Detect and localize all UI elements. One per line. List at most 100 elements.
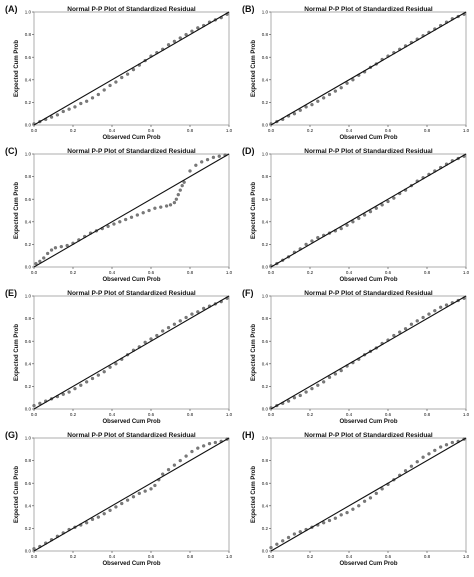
y-tick-label: 0.4: [25, 503, 32, 508]
x-tick-label: 0.8: [187, 412, 194, 417]
x-tick-label: 1.0: [463, 412, 470, 417]
data-point: [196, 310, 200, 314]
data-point: [96, 92, 100, 97]
x-axis-label: Observed Cum Prob: [102, 135, 160, 141]
pp-plot-panel: (F) Normal P-P Plot of Standardized Resid…: [242, 288, 470, 425]
x-axis-label: Observed Cum Prob: [102, 561, 160, 567]
y-tick-label: 0.0: [262, 265, 269, 270]
data-point: [67, 107, 71, 111]
x-tick-label: 0.2: [70, 270, 77, 275]
data-point: [135, 213, 140, 217]
data-point: [174, 197, 179, 201]
reference-line: [33, 437, 230, 552]
data-point: [166, 467, 171, 472]
data-point: [118, 220, 122, 224]
x-tick-label: 0.6: [148, 270, 155, 275]
panel-label: (A): [5, 4, 18, 14]
y-tick-label: 0.2: [262, 384, 269, 389]
data-point: [409, 322, 414, 326]
plot-title: Normal P-P Plot of Standardized Residual: [67, 432, 196, 439]
data-point: [438, 445, 443, 449]
data-point: [137, 491, 141, 496]
data-point: [155, 333, 159, 338]
y-tick-label: 0.0: [25, 123, 32, 128]
data-point: [73, 105, 77, 109]
y-tick-label: 1.0: [262, 152, 269, 157]
y-tick-label: 1.0: [25, 294, 32, 299]
x-tick-label: 0.6: [385, 554, 392, 559]
data-point: [153, 206, 157, 210]
x-tick-label: 1.0: [226, 128, 233, 133]
data-point: [159, 205, 163, 209]
plot-title: Normal P-P Plot of Standardized Residual: [304, 290, 433, 297]
x-tick-label: 0.6: [385, 412, 392, 417]
pp-plot-panel: (E) Normal P-P Plot of Standardized Resid…: [5, 288, 233, 425]
plot-title: Normal P-P Plot of Standardized Residual: [304, 148, 433, 155]
x-tick-label: 0.8: [424, 270, 431, 275]
reference-line: [270, 437, 467, 552]
data-point: [143, 489, 147, 493]
data-point: [153, 483, 157, 488]
data-point: [380, 203, 384, 207]
x-tick-label: 0.8: [187, 554, 194, 559]
data-point: [149, 487, 153, 491]
data-point: [275, 542, 279, 546]
data-point: [310, 103, 314, 107]
y-tick-label: 0.2: [25, 526, 32, 531]
y-tick-label: 0.8: [25, 316, 32, 321]
data-point: [178, 188, 182, 192]
y-axis-label: Expected Cum Prob: [251, 40, 257, 97]
y-tick-label: 0.2: [262, 100, 269, 105]
data-point: [281, 539, 285, 543]
data-point: [196, 446, 200, 450]
y-tick-label: 0.0: [25, 407, 32, 412]
y-tick-label: 0.6: [262, 55, 269, 60]
y-tick-label: 0.4: [262, 503, 269, 508]
x-tick-label: 1.0: [226, 554, 233, 559]
data-point: [166, 43, 171, 47]
data-point: [298, 530, 302, 534]
data-point: [345, 510, 349, 515]
y-tick-label: 0.8: [25, 458, 32, 463]
data-point: [112, 222, 116, 226]
data-point: [333, 516, 337, 520]
y-tick-label: 0.8: [262, 316, 269, 321]
y-tick-label: 0.8: [262, 174, 269, 179]
x-tick-label: 0.4: [109, 412, 116, 417]
data-point: [415, 319, 419, 323]
data-point: [190, 312, 194, 316]
plot-title: Normal P-P Plot of Standardized Residual: [67, 290, 196, 297]
y-tick-label: 1.0: [262, 294, 269, 299]
y-axis-label: Expected Cum Prob: [251, 466, 257, 523]
data-point: [351, 507, 355, 511]
data-point: [102, 370, 106, 374]
x-tick-label: 0.0: [268, 412, 275, 417]
data-point: [339, 226, 343, 231]
y-tick-label: 0.2: [25, 100, 32, 105]
y-axis-label: Expected Cum Prob: [251, 182, 257, 239]
data-point: [38, 259, 42, 263]
data-point: [433, 309, 437, 313]
x-tick-label: 0.0: [31, 412, 38, 417]
data-point: [213, 440, 218, 445]
data-point: [85, 380, 89, 384]
x-tick-label: 0.4: [109, 270, 116, 275]
data-point: [433, 448, 437, 453]
data-point: [310, 387, 314, 391]
data-point: [161, 329, 165, 333]
data-point: [180, 183, 184, 188]
x-tick-label: 0.2: [307, 554, 314, 559]
data-point: [427, 312, 431, 316]
data-point: [421, 315, 425, 320]
reference-line: [270, 153, 467, 268]
panel-label: (B): [242, 4, 255, 14]
data-point: [102, 512, 106, 516]
data-point: [184, 454, 188, 458]
data-point: [304, 242, 308, 247]
data-point: [392, 196, 396, 200]
x-tick-label: 0.0: [31, 554, 38, 559]
y-tick-label: 1.0: [25, 10, 32, 15]
reference-line: [270, 11, 467, 126]
data-point: [90, 96, 95, 100]
data-point: [438, 305, 443, 309]
